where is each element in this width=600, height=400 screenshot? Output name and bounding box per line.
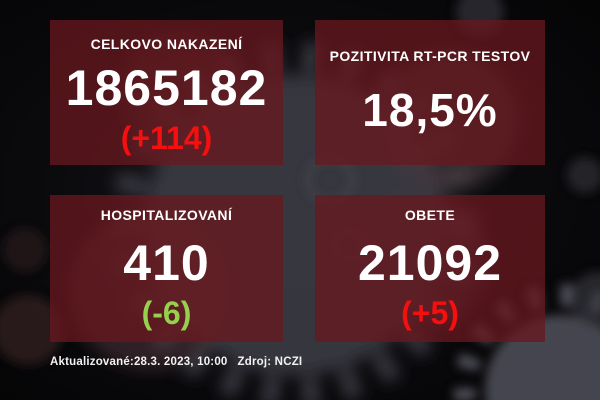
deaths-label: OBETE	[404, 207, 456, 223]
stat-card-hospitalized: HOSPITALIZOVANÍ 410 (-6)	[50, 195, 283, 342]
pcr-positivity-value: 18,5%	[362, 83, 498, 136]
stat-card-pcr-positivity: POZITIVITA RT-PCR TESTOV 18,5%	[315, 20, 545, 165]
updated-timestamp: Aktualizované:28.3. 2023, 10:00	[50, 356, 228, 368]
hospitalized-delta: (-6)	[141, 294, 192, 331]
pcr-positivity-label: POZITIVITA RT-PCR TESTOV	[329, 48, 531, 64]
update-footer: Aktualizované:28.3. 2023, 10:00 Zdroj: N…	[50, 356, 302, 368]
hospitalized-value: 410	[123, 234, 210, 291]
total-infected-delta: (+114)	[120, 119, 213, 156]
total-infected-label: CELKOVO NAKAZENÍ	[90, 36, 243, 52]
stat-card-total-infected: CELKOVO NAKAZENÍ 1865182 (+114)	[50, 20, 283, 165]
deaths-value: 21092	[357, 234, 503, 291]
deaths-delta: (+5)	[401, 294, 459, 331]
total-infected-value: 1865182	[65, 59, 268, 116]
stat-card-deaths: OBETE 21092 (+5)	[315, 195, 545, 342]
data-source: Zdroj: NCZI	[237, 356, 303, 368]
hospitalized-label: HOSPITALIZOVANÍ	[100, 207, 233, 223]
